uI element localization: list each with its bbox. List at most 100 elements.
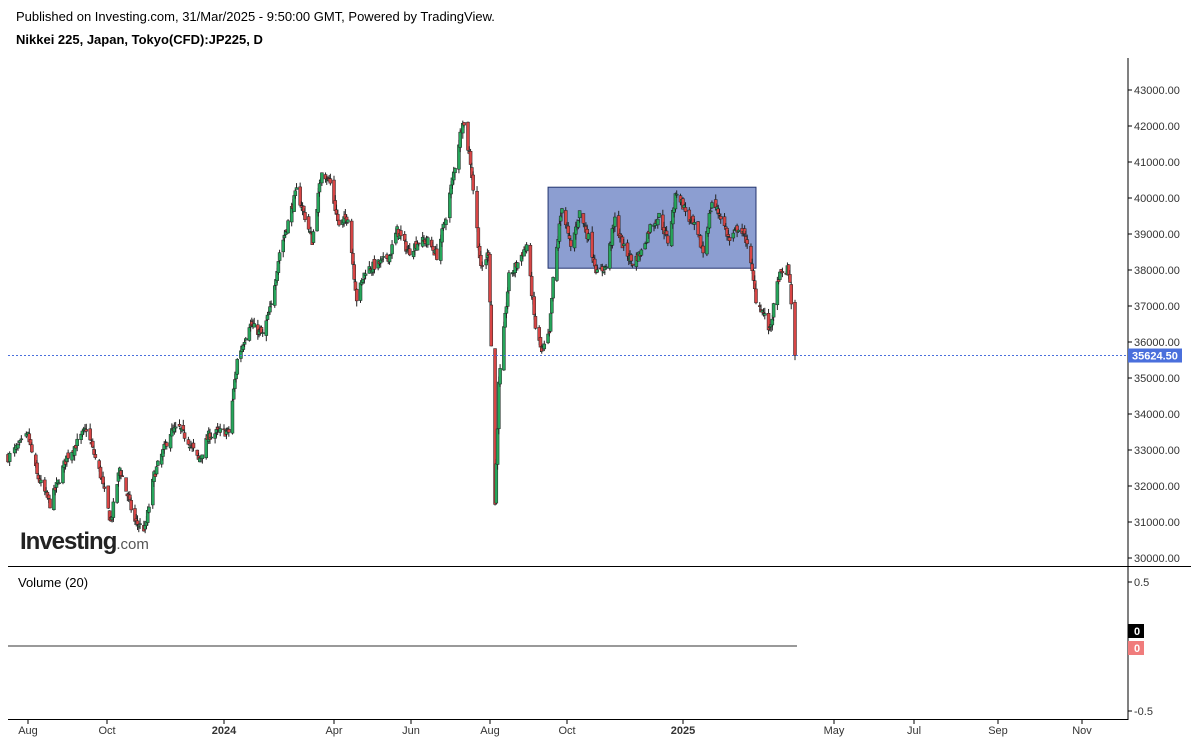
candle-body bbox=[643, 243, 647, 250]
x-tick-label: Oct bbox=[98, 725, 115, 737]
y-tick-label: 43000.00 bbox=[1134, 85, 1180, 97]
candle-body bbox=[294, 187, 299, 190]
volume-pane: 0.5 -0.5 0 0 bbox=[8, 577, 1153, 718]
x-tick-label: Jun bbox=[402, 725, 420, 737]
x-tick-label: Oct bbox=[558, 725, 575, 737]
candle-body bbox=[298, 186, 302, 206]
candle-body bbox=[269, 303, 273, 305]
candle-body bbox=[84, 429, 89, 432]
volume-tick-label: 0.5 bbox=[1134, 577, 1149, 589]
candle-body bbox=[763, 313, 767, 316]
candle-body bbox=[507, 272, 511, 292]
candle-body bbox=[569, 239, 573, 247]
candle-body bbox=[497, 381, 501, 429]
range-box bbox=[547, 186, 757, 269]
candle-body bbox=[586, 233, 591, 240]
candle-body bbox=[736, 229, 741, 232]
candle-body bbox=[656, 218, 660, 226]
candle-body bbox=[241, 344, 246, 350]
candle-body bbox=[273, 285, 277, 306]
candle-body bbox=[88, 428, 92, 441]
candle-body bbox=[468, 151, 473, 165]
candle-body bbox=[128, 494, 132, 500]
candle-body bbox=[98, 466, 103, 479]
candle-body bbox=[352, 264, 356, 280]
x-tick-label: Apr bbox=[325, 725, 342, 737]
candle-body bbox=[577, 210, 582, 219]
candle-body bbox=[692, 222, 697, 225]
candle-body bbox=[426, 237, 430, 246]
y-tick-label: 40000.00 bbox=[1134, 193, 1180, 205]
candle-body bbox=[106, 485, 111, 509]
candle-body bbox=[173, 426, 178, 429]
candle-body bbox=[701, 245, 705, 254]
x-tick-label: Jul bbox=[907, 725, 921, 737]
time-axis[interactable]: Aug Oct 2024 Apr Jun Aug Oct 2025 May Jul Sep Nov bbox=[18, 720, 1092, 737]
candle-body bbox=[281, 239, 285, 253]
last-price-badge bbox=[1128, 348, 1182, 363]
candle-body bbox=[351, 252, 355, 265]
y-tick-label: 34000.00 bbox=[1134, 409, 1180, 421]
candle-body bbox=[266, 312, 271, 315]
candle-body bbox=[629, 254, 634, 262]
y-tick-label: 30000.00 bbox=[1134, 553, 1180, 565]
candle-body bbox=[754, 288, 758, 304]
candle-body bbox=[337, 219, 341, 226]
candle-body bbox=[407, 248, 412, 256]
candle-body bbox=[218, 428, 222, 433]
candle-body bbox=[576, 220, 581, 228]
candle-body bbox=[495, 428, 500, 465]
candle-body bbox=[657, 212, 661, 218]
candle-body bbox=[349, 220, 354, 253]
candle-body bbox=[788, 274, 792, 283]
candle-body bbox=[101, 476, 105, 485]
candle-body bbox=[191, 442, 196, 449]
candle-body bbox=[566, 225, 571, 234]
candle-body bbox=[674, 193, 679, 196]
candle-body bbox=[16, 444, 20, 449]
candle-body bbox=[316, 192, 321, 213]
candle-body bbox=[75, 438, 79, 446]
candle-body bbox=[283, 231, 288, 235]
candle-body bbox=[387, 255, 392, 263]
candle-body bbox=[567, 235, 572, 239]
last-price-marker: 35624.50 bbox=[8, 348, 1182, 363]
candle-body bbox=[590, 231, 594, 258]
candle-body bbox=[235, 359, 240, 375]
candle-body bbox=[39, 479, 43, 484]
candle-body bbox=[346, 219, 350, 223]
candle-body bbox=[435, 248, 439, 260]
candle-body bbox=[268, 306, 272, 313]
candle-body bbox=[529, 276, 534, 297]
y-tick-label: 35000.00 bbox=[1134, 373, 1180, 385]
candle-body bbox=[227, 429, 231, 433]
candle-body bbox=[147, 506, 151, 513]
candle-body bbox=[303, 212, 307, 220]
range-box-rect bbox=[547, 186, 757, 269]
candle-body bbox=[156, 460, 160, 466]
candle-body bbox=[664, 230, 669, 235]
candle-body bbox=[727, 237, 732, 241]
y-tick-label: 38000.00 bbox=[1134, 265, 1180, 277]
candle-body bbox=[399, 230, 403, 237]
candle-body bbox=[48, 498, 52, 509]
candle-body bbox=[719, 216, 723, 220]
candle-body bbox=[771, 303, 776, 318]
y-tick-label: 42000.00 bbox=[1134, 121, 1180, 133]
candle-body bbox=[282, 235, 287, 239]
candle-body bbox=[735, 225, 739, 233]
candle-body bbox=[277, 252, 282, 261]
candle-body bbox=[444, 219, 448, 226]
candle-body bbox=[780, 271, 785, 273]
candle-body bbox=[522, 249, 526, 257]
price-axis[interactable]: 43000.00 42000.00 41000.00 40000.00 39000.00… bbox=[1128, 85, 1180, 565]
candle-body bbox=[265, 314, 270, 320]
candle-body bbox=[19, 438, 24, 441]
candle-body bbox=[306, 216, 311, 230]
candle-body bbox=[260, 332, 265, 334]
candle-body bbox=[233, 379, 237, 389]
candle-body bbox=[766, 313, 771, 331]
candle-body bbox=[431, 246, 435, 251]
candle-body bbox=[252, 323, 256, 328]
